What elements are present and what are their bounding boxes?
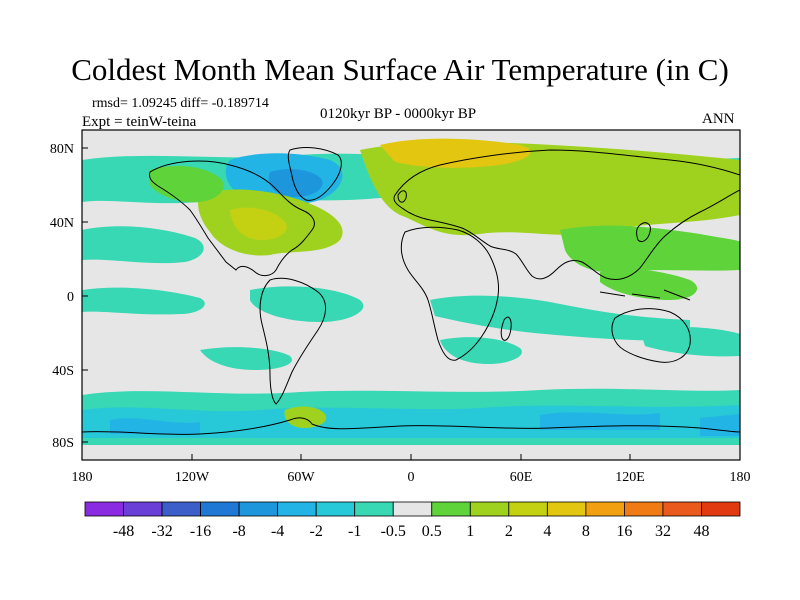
greenland-coast bbox=[287, 147, 342, 201]
colorbar-swatch bbox=[585, 501, 625, 517]
colorbar-swatch bbox=[123, 501, 163, 517]
southern-ocean-cold-patches bbox=[110, 412, 740, 436]
south-pacific-east-cool bbox=[200, 347, 292, 370]
antarctic-peninsula-warm bbox=[284, 406, 327, 428]
colorbar-label: 48 bbox=[693, 523, 709, 540]
x-tick-label: 60W bbox=[287, 470, 315, 485]
colorbar-swatch bbox=[662, 501, 702, 517]
y-tick-label: 40S bbox=[52, 364, 74, 379]
stats-label: rmsd= 1.09245 diff= -0.189714 bbox=[92, 96, 269, 111]
x-tick-label: 120W bbox=[175, 470, 210, 485]
season-label: ANN bbox=[702, 111, 735, 127]
tropical-atlantic-cool bbox=[250, 286, 364, 322]
uk-coast bbox=[397, 190, 407, 203]
colorbar-label: 32 bbox=[655, 523, 671, 540]
colorbar-swatch bbox=[238, 501, 279, 517]
colorbar-swatch bbox=[161, 501, 201, 517]
x-tick-label: 60E bbox=[510, 470, 533, 485]
colorbar-label: -2 bbox=[310, 523, 323, 540]
colorbar-label: -0.5 bbox=[381, 523, 406, 540]
colorbar-swatch bbox=[354, 501, 394, 517]
y-axis: 80N 40N 0 40S 80S bbox=[50, 142, 88, 451]
y-tick-label: 0 bbox=[67, 290, 74, 305]
eurasia-coast bbox=[393, 149, 740, 281]
x-tick-label: 180 bbox=[72, 470, 93, 485]
north-america-strong-warm bbox=[230, 207, 287, 240]
colorbar-swatch bbox=[431, 501, 471, 517]
north-pacific-cool-field bbox=[82, 226, 204, 264]
experiment-label: Expt = teinW-teina bbox=[82, 114, 197, 130]
y-tick-label: 80S bbox=[52, 436, 74, 451]
colorbar-label: 8 bbox=[582, 523, 590, 540]
period-label: 0120kyr BP - 0000kyr BP bbox=[320, 106, 477, 122]
arctic-strong-warm-field bbox=[380, 138, 531, 168]
colorbar-label: 1 bbox=[466, 523, 474, 540]
colorbar-swatch bbox=[315, 501, 356, 517]
colorbar-swatch bbox=[624, 501, 664, 517]
east-asia-warm-field bbox=[560, 225, 740, 273]
antarctica-coast bbox=[82, 417, 740, 435]
x-tick-label: 180 bbox=[730, 470, 751, 485]
x-tick-label: 120E bbox=[615, 470, 645, 485]
colorbar-label: -48 bbox=[113, 523, 134, 540]
colorbar-swatch bbox=[200, 501, 240, 517]
colorbar-label: -1 bbox=[348, 523, 361, 540]
x-axis: 180 120W 60W 0 60E 120E 180 bbox=[72, 454, 751, 485]
indonesia-warm bbox=[600, 269, 698, 300]
colorbar: -48 -32 -16 -8 -4 -2 -1 -0.5 0.5 1 2 4 8 16 32 48 bbox=[84, 501, 741, 540]
colorbar-swatch bbox=[701, 501, 741, 517]
colorbar-label: -8 bbox=[232, 523, 245, 540]
japan-coast bbox=[636, 222, 651, 243]
map-title: Coldest Month Mean Surface Air Temperatu… bbox=[71, 52, 729, 87]
greenland-cold-field bbox=[268, 169, 323, 198]
africa-coast bbox=[400, 226, 499, 361]
colorbar-swatch bbox=[508, 501, 548, 517]
colorbar-swatch bbox=[392, 501, 433, 517]
colorbar-label: 0.5 bbox=[422, 523, 442, 540]
south-america-coast bbox=[259, 277, 326, 405]
north-america-coast bbox=[149, 160, 315, 277]
colorbar-label: 2 bbox=[505, 523, 513, 540]
colorbar-label: -4 bbox=[271, 523, 284, 540]
colorbar-swatch bbox=[84, 501, 124, 517]
indian-ocean-cool bbox=[430, 295, 690, 341]
colorbar-swatch bbox=[277, 501, 317, 517]
indonesia-coast bbox=[599, 289, 691, 301]
australia-coast bbox=[611, 308, 691, 363]
coastlines bbox=[82, 147, 740, 435]
colorbar-label: 4 bbox=[543, 523, 551, 540]
colorbar-swatch bbox=[546, 501, 587, 517]
tropical-pacific-cool bbox=[82, 287, 205, 315]
y-tick-label: 80N bbox=[50, 142, 74, 157]
x-tick-label: 0 bbox=[408, 470, 415, 485]
colorbar-label: 16 bbox=[616, 523, 632, 540]
colorbar-label: -32 bbox=[151, 523, 172, 540]
y-tick-label: 40N bbox=[50, 216, 74, 231]
colorbar-label: -16 bbox=[190, 523, 211, 540]
colorbar-swatch bbox=[469, 501, 510, 517]
madagascar-coast bbox=[500, 316, 512, 341]
